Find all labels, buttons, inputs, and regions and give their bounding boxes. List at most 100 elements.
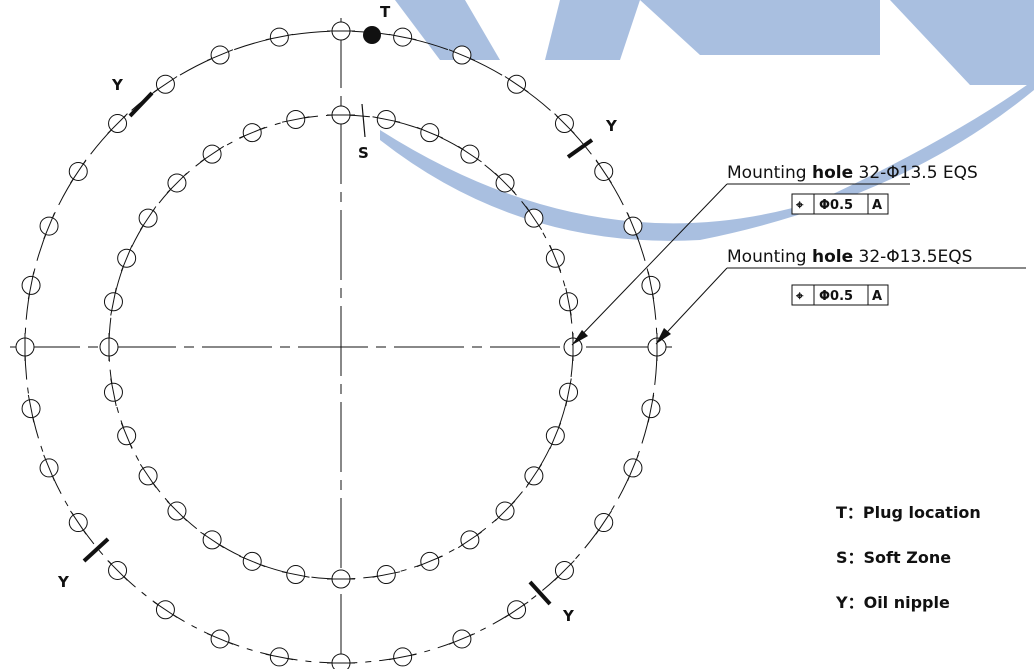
- fcf-1: ⌖ Φ0.5 A: [791, 193, 889, 215]
- inner-mounting-hole: [327, 105, 355, 125]
- outer-mounting-hole: [153, 74, 178, 94]
- fcf-1-tolerance: Φ0.5: [819, 198, 853, 213]
- outer-mounting-hole: [15, 333, 35, 361]
- oil-nipple-label-4: Y: [562, 607, 575, 625]
- fcf-1-datum: A: [872, 198, 882, 213]
- callout-1-suffix: 32-Φ13.5 EQS: [853, 163, 978, 183]
- callout-1-prefix: Mounting: [727, 163, 812, 183]
- outer-mounting-hole: [206, 629, 234, 649]
- outer-mounting-hole: [388, 27, 417, 47]
- soft-zone-mark: [361, 103, 366, 138]
- inner-mounting-hole: [117, 245, 137, 272]
- callout-inner-holes: Mounting hole 32-Φ13.5 EQS ⌖ Φ0.5 A: [571, 163, 978, 346]
- inner-mounting-hole: [524, 206, 544, 231]
- fcf-2: ⌖ Φ0.5 A: [791, 284, 889, 306]
- outer-mounting-holes: [15, 21, 667, 669]
- outer-mounting-hole: [554, 560, 575, 581]
- fcf-2-tolerance: Φ0.5: [819, 289, 853, 304]
- oil-nipple-label-2: Y: [605, 117, 618, 135]
- outer-mounting-hole: [39, 212, 59, 240]
- plug-location-marker: [363, 26, 381, 44]
- outer-mounting-hole: [21, 271, 41, 300]
- outer-mounting-hole: [327, 21, 355, 41]
- watermark: [380, 0, 1034, 241]
- plug-label: T: [380, 3, 391, 21]
- inner-mounting-hole: [103, 378, 123, 407]
- inner-mounting-hole: [494, 172, 516, 194]
- outer-mounting-hole: [647, 333, 667, 361]
- inner-mounting-hole: [166, 172, 188, 194]
- outer-mounting-hole: [623, 212, 643, 240]
- callout-2-suffix: 32-Φ13.5EQS: [853, 247, 972, 267]
- inner-mounting-hole: [239, 551, 266, 571]
- inner-mounting-hole: [103, 287, 123, 316]
- inner-mounting-hole: [372, 565, 401, 585]
- outer-mounting-hole: [107, 560, 128, 581]
- outer-mounting-hole: [504, 600, 529, 620]
- outer-mounting-hole: [265, 27, 294, 47]
- inner-mounting-hole: [545, 245, 565, 272]
- fcf-2-symbol: ⌖: [795, 289, 804, 304]
- oil-nipple-label-3: Y: [57, 573, 70, 591]
- inner-mounting-hole: [281, 565, 310, 585]
- legend: T：Plug location S：Soft Zone Y：Oil nipple: [835, 503, 981, 612]
- inner-mounting-hole: [281, 109, 310, 129]
- center-lines: [10, 18, 672, 669]
- fcf-2-datum: A: [872, 289, 882, 304]
- inner-mounting-hole: [200, 530, 225, 550]
- outer-mounting-hole: [206, 45, 234, 65]
- oil-nipple-label-1: Y: [111, 76, 124, 94]
- legend-oil-nipple: Y：Oil nipple: [835, 593, 950, 612]
- legend-soft-zone: S：Soft Zone: [836, 548, 951, 567]
- inner-mounting-hole: [99, 333, 119, 361]
- outer-mounting-hole: [39, 454, 59, 482]
- outer-mounting-hole: [623, 454, 643, 482]
- outer-mounting-hole: [641, 271, 661, 300]
- callout-1-bold: hole: [812, 163, 853, 183]
- outer-mounting-hole: [265, 647, 294, 667]
- inner-mounting-hole: [117, 422, 137, 449]
- inner-mounting-hole: [563, 333, 583, 361]
- callout-2-bold: hole: [812, 247, 853, 267]
- inner-mounting-hole: [457, 144, 482, 164]
- outer-mounting-hole: [594, 159, 614, 184]
- inner-mounting-hole: [416, 551, 443, 571]
- outer-mounting-hole: [21, 394, 41, 423]
- outer-mounting-hole: [388, 647, 417, 667]
- outer-mounting-hole: [594, 510, 614, 535]
- inner-mounting-hole: [200, 144, 225, 164]
- outer-mounting-hole: [448, 45, 476, 65]
- outer-mounting-hole: [504, 74, 529, 94]
- inner-mounting-hole: [545, 422, 565, 449]
- callout-2-prefix: Mounting: [727, 247, 812, 267]
- inner-mounting-hole: [327, 569, 355, 589]
- outer-mounting-hole: [554, 113, 575, 134]
- inner-mounting-hole: [457, 530, 482, 550]
- inner-mounting-hole: [166, 500, 188, 522]
- svg-text:Mounting hole 32-Φ13.5EQS: Mounting hole 32-Φ13.5EQS: [727, 247, 972, 267]
- outer-mounting-hole: [448, 629, 476, 649]
- inner-mounting-hole: [138, 206, 158, 231]
- oil-nipple-marks: [82, 91, 594, 606]
- outer-mounting-hole: [68, 159, 88, 184]
- inner-mounting-hole: [138, 463, 158, 488]
- inner-mounting-hole: [524, 463, 544, 488]
- inner-mounting-holes: [99, 105, 583, 589]
- outer-mounting-hole: [153, 600, 178, 620]
- outer-mounting-hole: [107, 113, 128, 134]
- legend-plug: T：Plug location: [836, 503, 981, 522]
- inner-mounting-hole: [559, 287, 579, 316]
- callout-outer-holes: Mounting hole 32-Φ13.5EQS ⌖ Φ0.5 A: [655, 247, 1026, 345]
- inner-mounting-hole: [494, 500, 516, 522]
- outer-mounting-hole: [641, 394, 661, 423]
- outer-mounting-hole: [68, 510, 88, 535]
- inner-mounting-hole: [416, 123, 443, 143]
- svg-text:Mounting hole 32-Φ13.5 EQS: Mounting hole 32-Φ13.5 EQS: [727, 163, 978, 183]
- inner-mounting-hole: [239, 123, 266, 143]
- inner-mounting-hole: [372, 109, 401, 129]
- inner-mounting-hole: [559, 378, 579, 407]
- outer-mounting-hole: [327, 653, 355, 669]
- soft-zone-label: S: [358, 144, 369, 162]
- fcf-1-symbol: ⌖: [795, 198, 804, 213]
